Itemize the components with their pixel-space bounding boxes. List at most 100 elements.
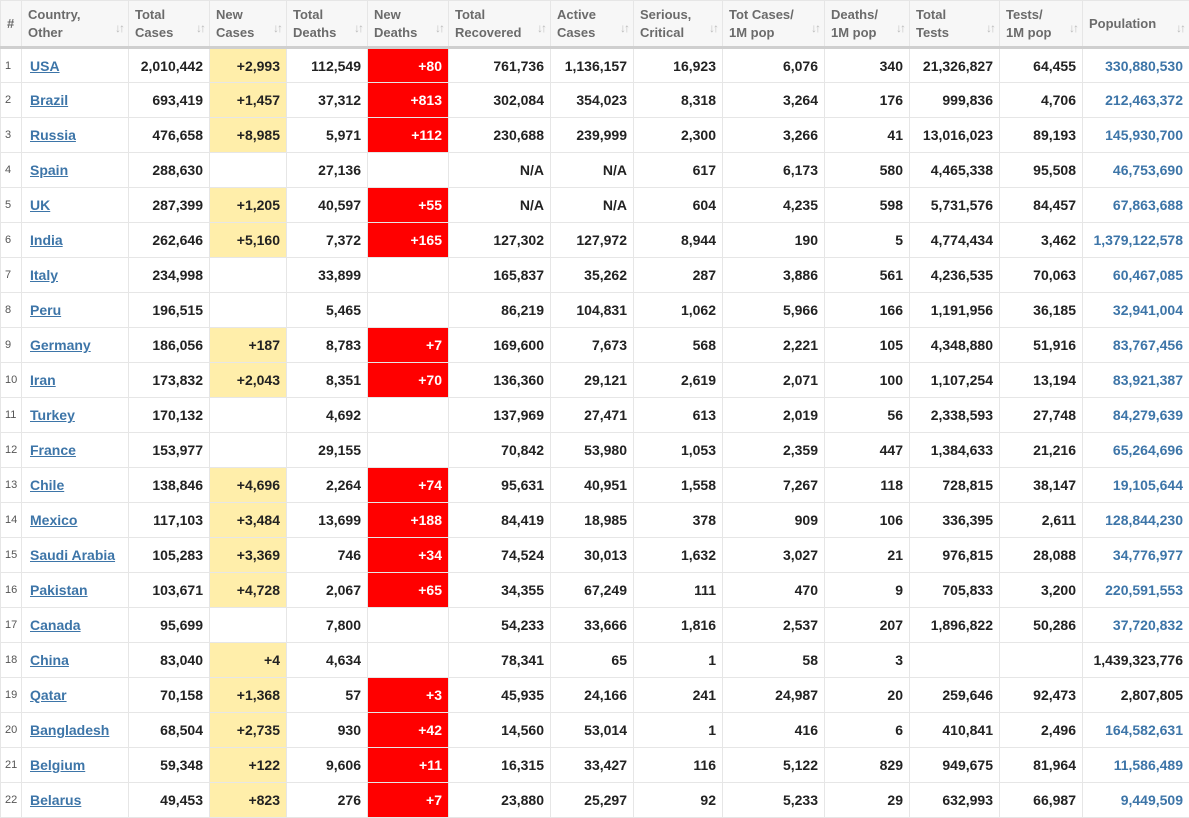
sort-icon[interactable]: ↓↑: [354, 19, 362, 37]
population-cell: 84,279,639: [1083, 398, 1189, 433]
country-link[interactable]: France: [30, 442, 76, 458]
total-tests-cell: 410,841: [910, 713, 1000, 748]
country-cell: India: [22, 223, 129, 258]
country-cell: Brazil: [22, 83, 129, 118]
country-link[interactable]: India: [30, 232, 63, 248]
total-cases-cell: 95,699: [129, 608, 210, 643]
column-header-label: Tests/: [1006, 7, 1043, 22]
new-cases-cell: +3,369: [210, 538, 287, 573]
country-link[interactable]: Pakistan: [30, 582, 88, 598]
population-cell: 67,863,688: [1083, 188, 1189, 223]
serious-critical-cell: 613: [634, 398, 723, 433]
total-tests-cell: 21,326,827: [910, 48, 1000, 83]
column-header-deaths-per-1m[interactable]: Deaths/1M pop↓↑: [825, 1, 910, 48]
new-deaths-cell: +813: [368, 83, 449, 118]
country-link[interactable]: Iran: [30, 372, 56, 388]
sort-icon[interactable]: ↓↑: [896, 19, 904, 37]
total-cases-cell: 2,010,442: [129, 48, 210, 83]
new-deaths-cell: +80: [368, 48, 449, 83]
country-link[interactable]: Germany: [30, 337, 91, 353]
rank-cell: 18: [1, 643, 22, 678]
column-header-country[interactable]: Country,Other↓↑: [22, 1, 129, 48]
column-header-label: Total: [293, 7, 323, 22]
serious-critical-cell: 617: [634, 153, 723, 188]
total-cases-cell: 170,132: [129, 398, 210, 433]
country-link[interactable]: Brazil: [30, 92, 68, 108]
country-link[interactable]: Peru: [30, 302, 61, 318]
column-header-serious-critical[interactable]: Serious,Critical↓↑: [634, 1, 723, 48]
new-cases-cell: +122: [210, 748, 287, 783]
country-cell: Bangladesh: [22, 713, 129, 748]
column-header-cases-per-1m[interactable]: Tot Cases/1M pop↓↑: [723, 1, 825, 48]
total-deaths-cell: 8,351: [287, 363, 368, 398]
country-link[interactable]: Turkey: [30, 407, 75, 423]
total-tests-cell: 2,338,593: [910, 398, 1000, 433]
rank-cell: 13: [1, 468, 22, 503]
total-tests-cell: 5,731,576: [910, 188, 1000, 223]
country-link[interactable]: Russia: [30, 127, 76, 143]
country-link[interactable]: Italy: [30, 267, 58, 283]
sort-icon[interactable]: ↓↑: [620, 19, 628, 37]
tests-per-1m-cell: 27,748: [1000, 398, 1083, 433]
column-header-population[interactable]: Population↓↑: [1083, 1, 1189, 48]
country-link[interactable]: Bangladesh: [30, 722, 109, 738]
country-link[interactable]: Belgium: [30, 757, 85, 773]
column-header-label: Recovered: [455, 25, 521, 40]
country-cell: UK: [22, 188, 129, 223]
total-recovered-cell: 16,315: [449, 748, 551, 783]
country-link[interactable]: Mexico: [30, 512, 77, 528]
population-cell: 32,941,004: [1083, 293, 1189, 328]
serious-critical-cell: 1,632: [634, 538, 723, 573]
column-header-tests-per-1m[interactable]: Tests/1M pop↓↑: [1000, 1, 1083, 48]
new-deaths-cell: +188: [368, 503, 449, 538]
total-cases-cell: 173,832: [129, 363, 210, 398]
country-cell: Spain: [22, 153, 129, 188]
country-link[interactable]: Saudi Arabia: [30, 547, 115, 563]
country-cell: Germany: [22, 328, 129, 363]
total-recovered-cell: 54,233: [449, 608, 551, 643]
sort-icon[interactable]: ↓↑: [811, 19, 819, 37]
sort-icon[interactable]: ↓↑: [435, 19, 443, 37]
total-cases-cell: 288,630: [129, 153, 210, 188]
sort-desc-icon[interactable]: ↓↑: [196, 19, 204, 37]
country-link[interactable]: Qatar: [30, 687, 67, 703]
country-link[interactable]: USA: [30, 58, 60, 74]
sort-icon[interactable]: ↓↑: [115, 19, 123, 37]
population-cell: 11,586,489: [1083, 748, 1189, 783]
total-tests-cell: 4,465,338: [910, 153, 1000, 188]
sort-icon[interactable]: ↓↑: [986, 19, 994, 37]
total-deaths-cell: 9,606: [287, 748, 368, 783]
new-deaths-cell: [368, 398, 449, 433]
country-link[interactable]: UK: [30, 197, 50, 213]
column-header-label: #: [7, 16, 14, 31]
country-link[interactable]: Chile: [30, 477, 64, 493]
sort-icon[interactable]: ↓↑: [273, 19, 281, 37]
country-link[interactable]: Belarus: [30, 792, 81, 808]
country-link[interactable]: Spain: [30, 162, 68, 178]
new-cases-cell: +4,728: [210, 573, 287, 608]
sort-icon[interactable]: ↓↑: [537, 19, 545, 37]
sort-icon[interactable]: ↓↑: [1176, 19, 1184, 37]
country-link[interactable]: Canada: [30, 617, 81, 633]
serious-critical-cell: 16,923: [634, 48, 723, 83]
tests-per-1m-cell: 70,063: [1000, 258, 1083, 293]
sort-icon[interactable]: ↓↑: [709, 19, 717, 37]
country-link[interactable]: China: [30, 652, 69, 668]
new-cases-cell: +8,985: [210, 118, 287, 153]
sort-icon[interactable]: ↓↑: [1069, 19, 1077, 37]
